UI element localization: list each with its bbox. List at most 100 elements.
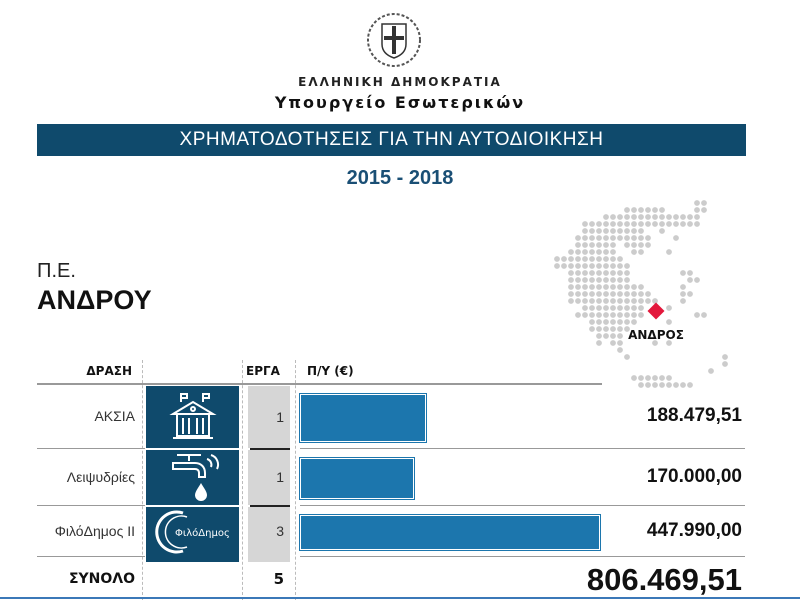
water-tap-icon	[146, 450, 239, 505]
map-dot	[638, 207, 644, 213]
ministry-title: Υπουργείο Εσωτερικών	[274, 93, 526, 112]
map-dot	[554, 263, 560, 269]
map-dot	[673, 221, 679, 227]
map-dot	[603, 298, 609, 304]
map-dot	[575, 256, 581, 262]
map-dot	[624, 277, 630, 283]
map-dot	[687, 291, 693, 297]
map-dot	[645, 242, 651, 248]
map-dot	[582, 291, 588, 297]
map-dot	[631, 312, 637, 318]
map-dot	[645, 235, 651, 241]
map-dot	[680, 382, 686, 388]
map-dot	[617, 228, 623, 234]
map-dot	[624, 221, 630, 227]
map-dot	[624, 270, 630, 276]
map-dot	[596, 235, 602, 241]
map-dot	[589, 228, 595, 234]
map-dot	[666, 319, 672, 325]
map-dot	[589, 319, 595, 325]
map-dot	[603, 263, 609, 269]
map-dot	[610, 305, 616, 311]
map-dot	[596, 263, 602, 269]
map-dot	[680, 214, 686, 220]
map-dot	[610, 249, 616, 255]
map-dot	[603, 256, 609, 262]
map-dot	[617, 312, 623, 318]
map-dot	[638, 235, 644, 241]
map-dot	[617, 347, 623, 353]
map-dot	[575, 270, 581, 276]
map-dot	[680, 221, 686, 227]
map-dot	[680, 284, 686, 290]
total-label: ΣΥΝΟΛΟ	[68, 571, 135, 587]
map-dot	[687, 221, 693, 227]
budget-bar	[299, 457, 415, 500]
map-dot	[589, 263, 595, 269]
total-projects: 5	[273, 570, 284, 588]
map-dot	[575, 235, 581, 241]
divider	[295, 360, 296, 600]
map-dot	[610, 270, 616, 276]
map-dot	[589, 242, 595, 248]
region-prefix: Π.Ε.	[37, 260, 76, 282]
map-dot	[603, 319, 609, 325]
filodimos-logo-text: ΦιλόΔημος	[175, 527, 230, 539]
map-dot	[631, 221, 637, 227]
map-dot	[624, 326, 630, 332]
map-dot	[610, 298, 616, 304]
map-dot	[624, 207, 630, 213]
header-divider	[37, 383, 602, 385]
map-dot	[638, 284, 644, 290]
map-dot	[596, 305, 602, 311]
row-value: 188.479,51	[646, 405, 742, 426]
map-dot	[617, 298, 623, 304]
map-dot	[652, 298, 658, 304]
map-dot	[624, 214, 630, 220]
map-dot	[589, 305, 595, 311]
row-divider	[37, 556, 145, 557]
row-projects: 3	[248, 507, 290, 556]
map-dot	[603, 277, 609, 283]
map-dot	[596, 256, 602, 262]
map-dot	[631, 207, 637, 213]
map-dot	[673, 214, 679, 220]
map-dot	[638, 382, 644, 388]
map-dot	[568, 298, 574, 304]
map-dot	[561, 256, 567, 262]
map-dot	[701, 200, 707, 206]
row-divider	[37, 505, 145, 506]
map-dot	[610, 228, 616, 234]
map-dot	[631, 284, 637, 290]
map-dot	[680, 270, 686, 276]
map-dot	[624, 242, 630, 248]
map-dot	[568, 291, 574, 297]
map-dot	[610, 235, 616, 241]
total-value: 806.469,51	[586, 562, 742, 597]
map-dot	[694, 312, 700, 318]
row-divider	[250, 448, 290, 450]
map-dot	[694, 277, 700, 283]
map-dot	[610, 277, 616, 283]
map-dot	[603, 228, 609, 234]
map-dot	[722, 361, 728, 367]
map-dot	[687, 214, 693, 220]
map-dot	[582, 277, 588, 283]
map-dot	[554, 256, 560, 262]
map-dot	[568, 249, 574, 255]
map-dot	[666, 305, 672, 311]
map-dot	[589, 221, 595, 227]
map-dot	[582, 263, 588, 269]
map-dot	[638, 298, 644, 304]
map-dot	[631, 319, 637, 325]
map-dot	[568, 284, 574, 290]
map-dot	[687, 270, 693, 276]
row-label: Λειψυδρίες	[66, 468, 135, 485]
map-dot	[610, 312, 616, 318]
map-dot	[582, 249, 588, 255]
map-dot	[561, 263, 567, 269]
map-dot	[617, 333, 623, 339]
map-dot	[645, 375, 651, 381]
map-dot	[610, 263, 616, 269]
map-dot	[624, 228, 630, 234]
